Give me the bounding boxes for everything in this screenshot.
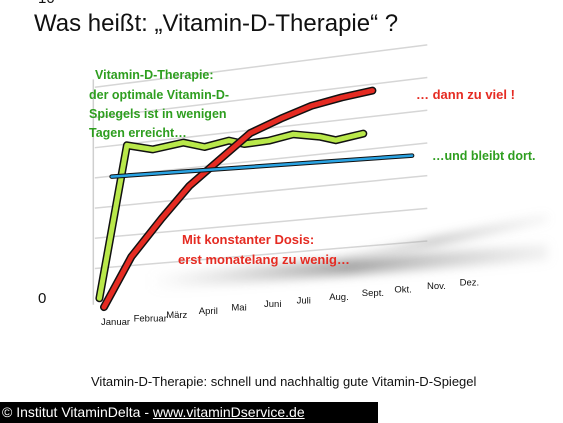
- x-tick-label-2: März: [166, 310, 187, 321]
- slide-title: Was heißt: „Vitamin-D-Therapie“ ?: [34, 10, 399, 37]
- series-constant-dose-line: [101, 88, 375, 310]
- annotation-therapy-line-4: Tagen erreicht…: [89, 126, 187, 140]
- annotation-therapy-line-2: der optimale Vitamin-D-: [89, 88, 229, 102]
- annotation-stays: …und bleibt dort.: [432, 149, 535, 163]
- chart-caption: Vitamin-D-Therapie: schnell und nachhalt…: [91, 374, 477, 389]
- gridline-60: [94, 76, 428, 119]
- x-tick-label-7: Aug.: [329, 292, 349, 303]
- x-tick-label-9: Okt.: [394, 285, 411, 296]
- series-shadows: [149, 214, 549, 290]
- x-tick-label-4: Mai: [231, 303, 246, 314]
- x-tick-label-1: Februar: [134, 313, 167, 324]
- annotations: Vitamin-D-Therapie: der optimale Vitamin…: [89, 68, 535, 267]
- annotation-therapy-line-3: Spiegels ist in wenigen: [89, 107, 227, 121]
- x-tick-label-8: Sept.: [362, 288, 384, 299]
- x-tick-label-11: Dez.: [460, 277, 480, 288]
- series-target-level-line: [110, 154, 414, 178]
- footer-link[interactable]: www.vitaminDservice.de: [152, 404, 305, 420]
- copyright-footer: © Institut VitaminDelta - www.vitaminDse…: [0, 402, 378, 423]
- lower-line-shadow: [149, 244, 549, 290]
- annotation-constant-line-1: Mit konstanter Dosis:: [182, 232, 314, 247]
- x-tick-label-5: Juni: [264, 299, 281, 310]
- gridline-30: [94, 174, 428, 209]
- x-tick-label-6: Juli: [297, 295, 311, 306]
- upper-line-shadow: [319, 214, 549, 266]
- series: [95, 86, 415, 312]
- gridline-70: [94, 44, 428, 89]
- y-tick-label-0: 0: [38, 290, 46, 307]
- x-tick-label-0: Januar: [101, 317, 130, 328]
- annotation-too-much: … dann zu viel !: [416, 87, 515, 102]
- gridline-10: [94, 240, 428, 270]
- vitamin-d-line-chart: 010203040506070JanuarFebruarMärzAprilMai…: [38, 0, 549, 328]
- annotation-constant-line-2: erst monatelang zu wenig…: [178, 252, 350, 267]
- footer-prefix: © Institut VitaminDelta -: [2, 404, 153, 420]
- annotation-therapy-line-1: Vitamin-D-Therapie:: [95, 68, 214, 82]
- x-tick-label-3: April: [199, 306, 218, 317]
- y-tick-label-10: 10: [38, 0, 55, 7]
- x-tick-label-10: Nov.: [427, 281, 446, 292]
- axes: 010203040506070JanuarFebruarMärzAprilMai…: [38, 0, 479, 328]
